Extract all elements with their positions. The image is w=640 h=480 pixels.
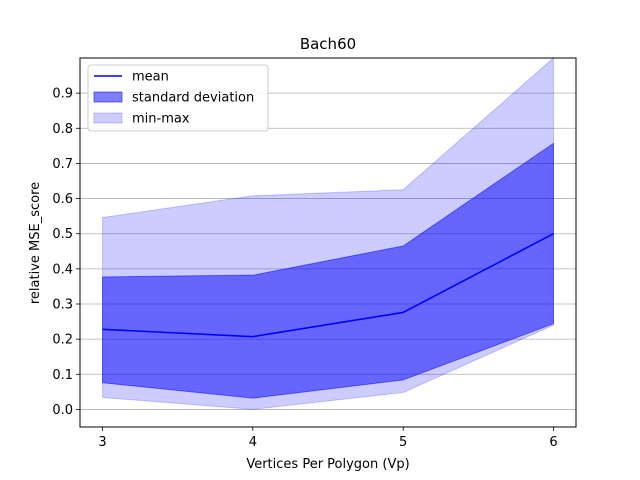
x-axis-ticks: 3 4 5 6: [98, 427, 558, 450]
legend-box: [87, 64, 269, 132]
y-tick-label: 0.4: [52, 262, 73, 277]
legend-swatch-min-max: [93, 112, 123, 124]
legend-label-mean: mean: [132, 70, 169, 85]
y-tick-label: 0.8: [52, 122, 73, 137]
x-tick-label: 3: [98, 435, 106, 450]
legend-label-min-max: min-max: [132, 112, 190, 127]
y-tick-label: 0.9: [52, 87, 73, 102]
y-tick-label: 0.1: [52, 368, 73, 383]
x-tick-label: 4: [249, 435, 257, 450]
plot-frame: [79, 57, 577, 428]
y-tick-label: 0.6: [52, 192, 73, 207]
chart-title: Bach60: [300, 35, 356, 53]
legend-label-standard-deviation: standard deviation: [132, 91, 254, 106]
y-axis-label: relative MSE_score: [28, 182, 43, 304]
y-tick-label: 0.0: [52, 403, 73, 418]
y-tick-label: 0.2: [52, 333, 73, 348]
legend: mean standard deviation min-max: [87, 64, 269, 132]
x-tick-label: 6: [549, 435, 557, 450]
lines: [102, 233, 554, 338]
y-tick-label: 0.3: [52, 298, 73, 313]
x-axis-label: Vertices Per Polygon (Vp): [246, 457, 409, 472]
x-tick-label: 5: [399, 435, 407, 450]
series-line-mean: [102, 233, 554, 338]
y-tick-label: 0.7: [52, 157, 73, 172]
y-tick-label: 0.5: [52, 227, 73, 242]
y-axis-ticks: 0.0 0.1 0.2 0.3 0.4 0.5 0.6 0.7 0.8 0.9: [52, 87, 80, 418]
legend-swatch-standard-deviation: [93, 91, 123, 103]
